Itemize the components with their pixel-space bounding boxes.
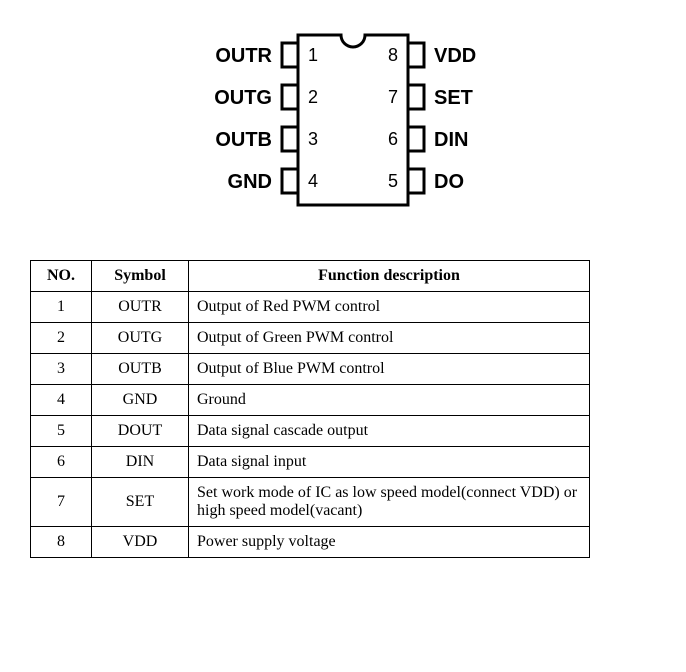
cell-no: 1 <box>31 292 92 323</box>
pin-label-left: OUTR <box>215 45 272 67</box>
cell-no: 3 <box>31 354 92 385</box>
pin-number: 8 <box>388 45 398 65</box>
pin-number: 1 <box>308 45 318 65</box>
pin-number: 7 <box>388 87 398 107</box>
pin-number: 2 <box>308 87 318 107</box>
pin-label-right: DIN <box>434 129 468 151</box>
cell-symbol: OUTG <box>92 323 189 354</box>
table-row: 1OUTROutput of Red PWM control <box>31 292 590 323</box>
pin-right <box>408 85 424 109</box>
pin-left <box>282 85 298 109</box>
cell-symbol: DIN <box>92 447 189 478</box>
table-row: 6DINData signal input <box>31 447 590 478</box>
cell-desc: Output of Green PWM control <box>189 323 590 354</box>
pin-label-left: OUTG <box>214 87 272 109</box>
chip-svg: 1 OUTR 2 OUTG 3 OUTB 4 GND 8 VDD 7 SET 6 DIN 5 DO <box>153 20 533 220</box>
table-row: 2OUTGOutput of Green PWM control <box>31 323 590 354</box>
table-row: 7SETSet work mode of IC as low speed mod… <box>31 478 590 527</box>
cell-no: 7 <box>31 478 92 527</box>
pin-number: 4 <box>308 171 318 191</box>
cell-symbol: GND <box>92 385 189 416</box>
pin-function-table: NO. Symbol Function description 1OUTROut… <box>30 260 590 558</box>
pin-label-right: SET <box>434 87 473 109</box>
pin-left <box>282 169 298 193</box>
cell-no: 5 <box>31 416 92 447</box>
cell-no: 6 <box>31 447 92 478</box>
pin-left <box>282 127 298 151</box>
cell-desc: Power supply voltage <box>189 527 590 558</box>
table-row: 8VDDPower supply voltage <box>31 527 590 558</box>
cell-desc: Ground <box>189 385 590 416</box>
pin-label-left: GND <box>228 171 272 193</box>
cell-no: 2 <box>31 323 92 354</box>
cell-no: 4 <box>31 385 92 416</box>
pin-label-right: VDD <box>434 45 476 67</box>
pin-label-left: OUTB <box>215 129 272 151</box>
table-row: 5DOUTData signal cascade output <box>31 416 590 447</box>
header-desc: Function description <box>189 261 590 292</box>
pin-right <box>408 43 424 67</box>
header-symbol: Symbol <box>92 261 189 292</box>
cell-desc: Output of Red PWM control <box>189 292 590 323</box>
chip-diagram: 1 OUTR 2 OUTG 3 OUTB 4 GND 8 VDD 7 SET 6 DIN 5 DO <box>10 20 676 220</box>
cell-no: 8 <box>31 527 92 558</box>
pin-number: 3 <box>308 129 318 149</box>
table-header-row: NO. Symbol Function description <box>31 261 590 292</box>
table-row: 4GNDGround <box>31 385 590 416</box>
cell-symbol: SET <box>92 478 189 527</box>
cell-desc: Data signal cascade output <box>189 416 590 447</box>
cell-symbol: OUTB <box>92 354 189 385</box>
cell-desc: Set work mode of IC as low speed model(c… <box>189 478 590 527</box>
pin-number: 6 <box>388 129 398 149</box>
cell-desc: Output of Blue PWM control <box>189 354 590 385</box>
header-no: NO. <box>31 261 92 292</box>
cell-symbol: VDD <box>92 527 189 558</box>
pin-number: 5 <box>388 171 398 191</box>
cell-symbol: OUTR <box>92 292 189 323</box>
pin-right <box>408 127 424 151</box>
pin-left <box>282 43 298 67</box>
pin-right <box>408 169 424 193</box>
cell-desc: Data signal input <box>189 447 590 478</box>
pin-label-right: DO <box>434 171 464 193</box>
cell-symbol: DOUT <box>92 416 189 447</box>
table-row: 3OUTBOutput of Blue PWM control <box>31 354 590 385</box>
